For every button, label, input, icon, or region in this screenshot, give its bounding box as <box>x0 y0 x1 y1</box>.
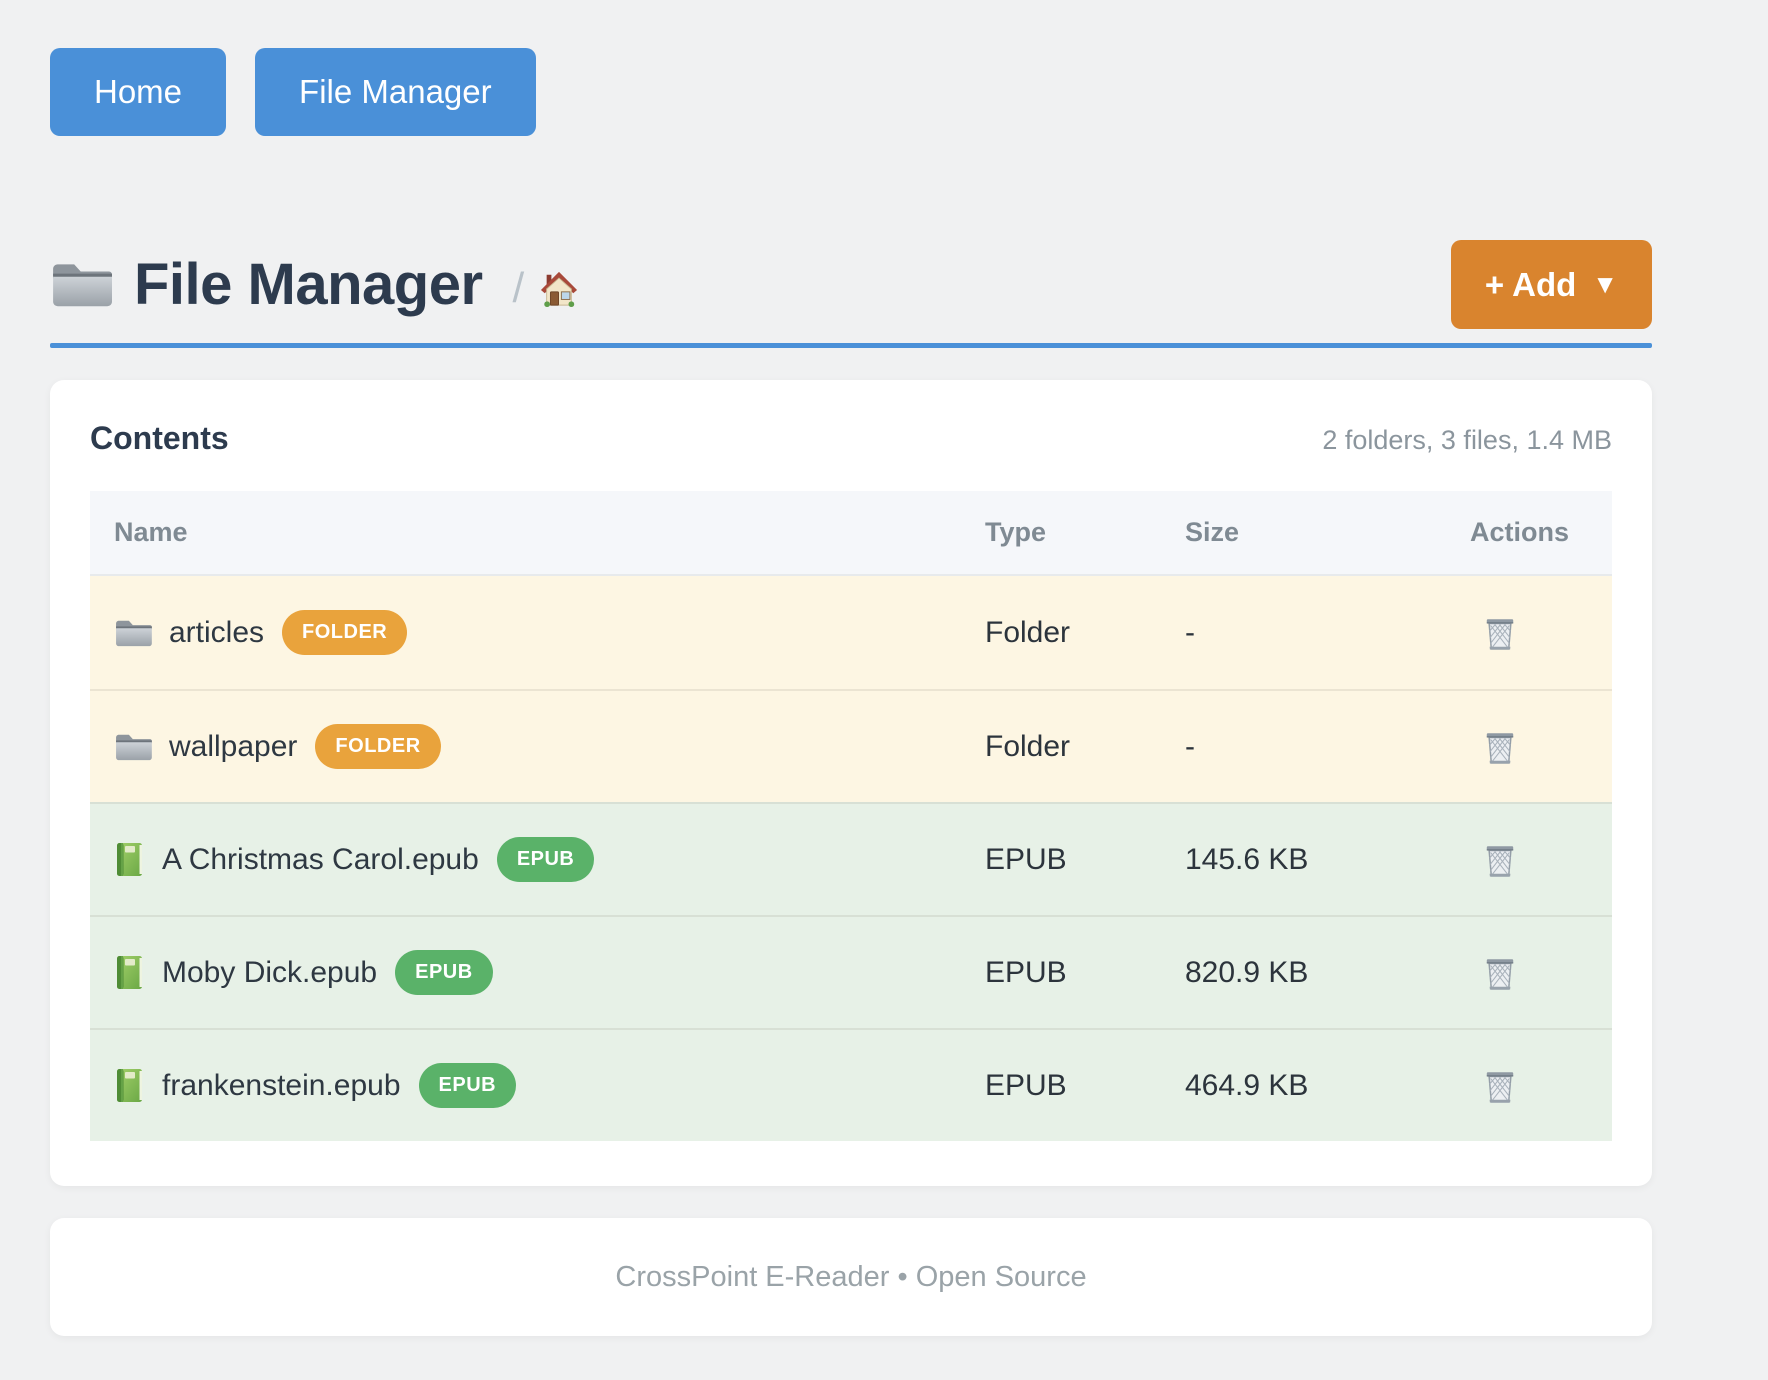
file-type-badge: EPUB <box>395 950 493 995</box>
table-row: articles FOLDER Folder - <box>90 576 1612 689</box>
file-name-label: articles <box>169 615 265 649</box>
trash-icon <box>1483 955 1517 991</box>
add-button-label: + Add <box>1484 265 1577 303</box>
file-size-cell: - <box>1185 730 1470 764</box>
file-name-cell[interactable]: A Christmas Carol.epub EPUB <box>90 837 985 882</box>
add-button[interactable]: + Add ▼ <box>1450 240 1652 329</box>
file-table: Name Type Size Actions articles FOLDER F… <box>90 491 1612 1141</box>
file-size-label: - <box>1185 615 1195 649</box>
file-type-cell: EPUB <box>985 1069 1185 1103</box>
file-size-cell: 820.9 KB <box>1185 956 1470 990</box>
book-icon <box>114 1067 145 1104</box>
footer-text: CrossPoint E-Reader • Open Source <box>615 1260 1087 1293</box>
file-type-badge: EPUB <box>418 1063 517 1108</box>
table-row: A Christmas Carol.epub EPUB EPUB 145.6 K… <box>90 802 1612 915</box>
book-icon <box>114 954 145 991</box>
column-header-actions: Actions <box>1470 517 1570 547</box>
column-header-size: Size <box>1185 517 1240 547</box>
top-nav: Home File Manager <box>50 0 1652 136</box>
file-size-label: 820.9 KB <box>1185 955 1309 989</box>
trash-icon <box>1483 842 1517 878</box>
file-type-badge: FOLDER <box>282 610 408 655</box>
table-row: wallpaper FOLDER Folder - <box>90 689 1612 802</box>
file-actions-cell <box>1470 842 1612 878</box>
trash-icon <box>1483 615 1517 651</box>
file-size-cell: 145.6 KB <box>1185 843 1470 877</box>
home-icon[interactable] <box>540 269 578 309</box>
delete-button[interactable] <box>1483 615 1517 651</box>
contents-card: Contents 2 folders, 3 files, 1.4 MB Name… <box>50 380 1652 1186</box>
page-header: File Manager / + Add ▼ <box>50 240 1652 329</box>
trash-icon <box>1483 729 1517 765</box>
file-size-label: 464.9 KB <box>1185 1068 1309 1102</box>
file-manager-nav-button[interactable]: File Manager <box>255 48 536 136</box>
file-name-label: Moby Dick.epub <box>162 955 378 989</box>
delete-button[interactable] <box>1483 1068 1517 1104</box>
footer-card: CrossPoint E-Reader • Open Source <box>50 1218 1652 1336</box>
page-title: File Manager <box>134 252 483 317</box>
file-type-label: EPUB <box>985 842 1067 876</box>
delete-button[interactable] <box>1483 955 1517 991</box>
file-actions-cell <box>1470 729 1612 765</box>
file-name-cell[interactable]: frankenstein.epub EPUB <box>90 1063 985 1108</box>
file-type-badge: FOLDER <box>315 724 441 769</box>
table-header-row: Name Type Size Actions <box>90 491 1612 576</box>
table-row: frankenstein.epub EPUB EPUB 464.9 KB <box>90 1028 1612 1141</box>
header-divider <box>50 343 1652 348</box>
file-type-cell: EPUB <box>985 956 1185 990</box>
file-size-label: - <box>1185 729 1195 763</box>
file-size-cell: - <box>1185 616 1470 650</box>
file-actions-cell <box>1470 1068 1612 1104</box>
file-actions-cell <box>1470 955 1612 991</box>
file-type-cell: EPUB <box>985 843 1185 877</box>
file-type-label: EPUB <box>985 955 1067 989</box>
file-type-badge: EPUB <box>496 837 595 882</box>
file-size-cell: 464.9 KB <box>1185 1069 1470 1103</box>
folder-icon <box>114 731 152 763</box>
book-icon <box>114 841 145 878</box>
file-name-cell[interactable]: Moby Dick.epub EPUB <box>90 950 985 995</box>
file-size-label: 145.6 KB <box>1185 842 1309 876</box>
file-type-cell: Folder <box>985 616 1185 650</box>
delete-button[interactable] <box>1483 842 1517 878</box>
file-actions-cell <box>1470 615 1612 651</box>
page-container: Home File Manager File Manager / + Add ▼… <box>50 0 1652 1336</box>
file-name-label: frankenstein.epub <box>162 1068 401 1102</box>
trash-icon <box>1483 1068 1517 1104</box>
file-name-cell[interactable]: articles FOLDER <box>90 610 985 655</box>
chevron-down-icon: ▼ <box>1592 269 1618 299</box>
contents-heading: Contents <box>90 420 229 456</box>
contents-card-header: Contents 2 folders, 3 files, 1.4 MB <box>90 420 1612 457</box>
folder-icon <box>114 617 152 649</box>
file-type-label: Folder <box>985 729 1071 763</box>
home-nav-button[interactable]: Home <box>50 48 227 136</box>
file-type-label: Folder <box>985 615 1071 649</box>
file-type-label: EPUB <box>985 1068 1067 1102</box>
column-header-type: Type <box>985 517 1047 547</box>
folder-icon <box>50 257 112 312</box>
column-header-name: Name <box>114 517 188 547</box>
table-body: articles FOLDER Folder - wallpaper FOLDE… <box>90 576 1612 1141</box>
file-type-cell: Folder <box>985 730 1185 764</box>
file-name-label: wallpaper <box>169 729 298 763</box>
file-name-label: A Christmas Carol.epub <box>162 842 479 876</box>
file-name-cell[interactable]: wallpaper FOLDER <box>90 724 985 769</box>
delete-button[interactable] <box>1483 729 1517 765</box>
contents-summary: 2 folders, 3 files, 1.4 MB <box>1322 425 1612 455</box>
table-row: Moby Dick.epub EPUB EPUB 820.9 KB <box>90 915 1612 1028</box>
breadcrumb-separator: / <box>512 263 525 311</box>
